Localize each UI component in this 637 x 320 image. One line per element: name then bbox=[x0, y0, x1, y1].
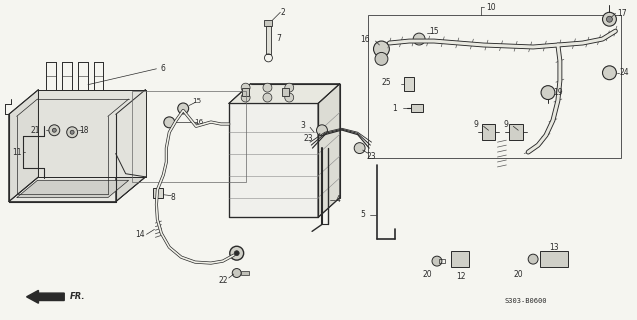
Polygon shape bbox=[318, 84, 340, 218]
Circle shape bbox=[241, 93, 250, 102]
Text: 19: 19 bbox=[553, 88, 562, 97]
Bar bbox=[132, 91, 246, 182]
Text: 5: 5 bbox=[361, 210, 366, 219]
Circle shape bbox=[432, 256, 442, 266]
Bar bbox=[510, 124, 523, 140]
Text: 24: 24 bbox=[619, 68, 629, 77]
Bar bbox=[282, 88, 289, 96]
Text: 15: 15 bbox=[192, 98, 202, 104]
Circle shape bbox=[263, 93, 272, 102]
Bar bbox=[451, 251, 469, 267]
Circle shape bbox=[375, 52, 388, 65]
Polygon shape bbox=[9, 90, 38, 202]
Text: 14: 14 bbox=[135, 230, 145, 239]
Bar bbox=[439, 259, 445, 263]
Text: 7: 7 bbox=[276, 34, 281, 43]
Text: 23: 23 bbox=[303, 134, 313, 143]
FancyArrow shape bbox=[27, 290, 64, 303]
Circle shape bbox=[164, 117, 175, 128]
Text: S303-B0600: S303-B0600 bbox=[505, 298, 547, 304]
Text: 8: 8 bbox=[171, 193, 176, 202]
Circle shape bbox=[606, 16, 612, 22]
Text: 20: 20 bbox=[513, 269, 523, 278]
Text: 15: 15 bbox=[429, 27, 439, 36]
Text: 11: 11 bbox=[12, 148, 22, 156]
Polygon shape bbox=[38, 90, 145, 177]
Circle shape bbox=[603, 12, 617, 26]
Polygon shape bbox=[229, 84, 340, 103]
Circle shape bbox=[528, 254, 538, 264]
Circle shape bbox=[354, 143, 365, 154]
Text: 9: 9 bbox=[474, 120, 478, 129]
Bar bbox=[412, 105, 423, 112]
Text: 6: 6 bbox=[161, 64, 166, 73]
Bar bbox=[540, 251, 568, 267]
Text: 9: 9 bbox=[503, 120, 508, 129]
Circle shape bbox=[52, 128, 56, 132]
Bar bbox=[154, 188, 163, 198]
Text: 25: 25 bbox=[382, 78, 391, 87]
Text: 22: 22 bbox=[218, 276, 227, 285]
Bar bbox=[404, 77, 414, 91]
Text: 12: 12 bbox=[456, 272, 466, 282]
Text: 20: 20 bbox=[422, 269, 432, 278]
Circle shape bbox=[70, 130, 74, 134]
Circle shape bbox=[263, 83, 272, 92]
Circle shape bbox=[234, 251, 240, 256]
Circle shape bbox=[233, 268, 241, 277]
Text: 2: 2 bbox=[281, 8, 285, 17]
Circle shape bbox=[67, 127, 78, 138]
Text: 13: 13 bbox=[549, 243, 559, 252]
Bar bbox=[482, 124, 496, 140]
Bar bbox=[241, 271, 248, 275]
Polygon shape bbox=[116, 90, 145, 202]
Circle shape bbox=[603, 66, 617, 80]
Polygon shape bbox=[17, 180, 129, 198]
Circle shape bbox=[241, 83, 250, 92]
Circle shape bbox=[285, 83, 294, 92]
Text: 23: 23 bbox=[367, 152, 376, 161]
Text: 4: 4 bbox=[336, 195, 340, 204]
Circle shape bbox=[413, 33, 425, 45]
Polygon shape bbox=[9, 177, 145, 202]
Circle shape bbox=[49, 125, 60, 136]
Bar bbox=[242, 88, 249, 96]
Bar bbox=[368, 15, 621, 158]
Bar bbox=[266, 26, 271, 54]
Circle shape bbox=[541, 86, 555, 100]
Text: 10: 10 bbox=[487, 3, 496, 12]
Circle shape bbox=[373, 41, 389, 57]
Text: 21: 21 bbox=[31, 126, 40, 135]
Text: 18: 18 bbox=[79, 126, 89, 135]
Circle shape bbox=[178, 103, 189, 114]
Circle shape bbox=[317, 125, 327, 136]
Text: 17: 17 bbox=[617, 9, 627, 18]
Polygon shape bbox=[229, 103, 318, 218]
Circle shape bbox=[285, 93, 294, 102]
Text: 16: 16 bbox=[360, 35, 369, 44]
Circle shape bbox=[230, 246, 244, 260]
Text: 16: 16 bbox=[194, 119, 204, 125]
Text: FR.: FR. bbox=[70, 292, 85, 301]
Text: 3: 3 bbox=[300, 121, 305, 130]
Bar bbox=[264, 20, 273, 26]
Text: 1: 1 bbox=[392, 104, 397, 113]
